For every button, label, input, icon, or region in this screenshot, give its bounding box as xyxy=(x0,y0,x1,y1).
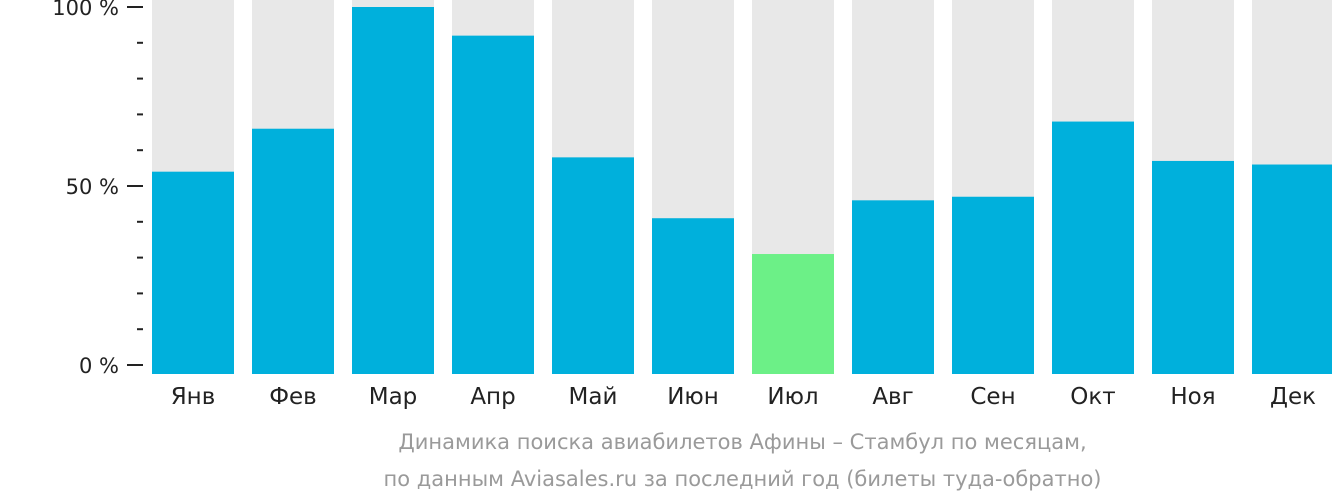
x-tick-label: Дек xyxy=(1270,384,1316,410)
x-tick-label: Июн xyxy=(667,384,719,410)
bar-11 xyxy=(1152,160,1234,374)
x-tick-label: Янв xyxy=(171,384,216,410)
bar-12 xyxy=(1252,164,1332,374)
bar-chart: 0 % 50 % 100 % Янв Фев Мар Апр Май Июн Июл Авг Сен… xyxy=(52,0,1332,410)
x-tick-label: Июл xyxy=(767,384,818,410)
bar-9 xyxy=(952,196,1034,374)
x-tick-label: Сен xyxy=(970,384,1015,410)
bar-10 xyxy=(1052,121,1134,374)
x-tick-label: Май xyxy=(569,384,618,410)
caption-line-2: по данным Aviasales.ru за последний год … xyxy=(383,467,1102,491)
bars xyxy=(152,0,1332,374)
bar-6 xyxy=(652,218,734,374)
x-tick-label: Фев xyxy=(269,384,317,410)
bar-3 xyxy=(352,7,434,374)
x-tick-label: Мар xyxy=(369,384,418,410)
bar-7 xyxy=(752,254,834,374)
y-tick-label: 0 % xyxy=(79,354,119,378)
bar-2 xyxy=(252,128,334,374)
bar-1 xyxy=(152,171,234,374)
y-axis: 0 % 50 % 100 % xyxy=(52,0,143,378)
y-tick-label: 100 % xyxy=(52,0,119,20)
bar-4 xyxy=(452,35,534,374)
x-tick-label: Апр xyxy=(470,384,515,410)
x-tick-label: Окт xyxy=(1070,384,1115,410)
y-tick-label: 50 % xyxy=(66,175,119,199)
x-tick-label: Авг xyxy=(872,384,913,410)
bar-5 xyxy=(552,157,634,374)
bar-8 xyxy=(852,200,934,374)
caption-line-1: Динамика поиска авиабилетов Афины – Стам… xyxy=(398,430,1087,454)
x-tick-label: Ноя xyxy=(1170,384,1215,410)
x-axis-labels: Янв Фев Мар Апр Май Июн Июл Авг Сен Окт Ноя Дек xyxy=(171,384,1316,410)
